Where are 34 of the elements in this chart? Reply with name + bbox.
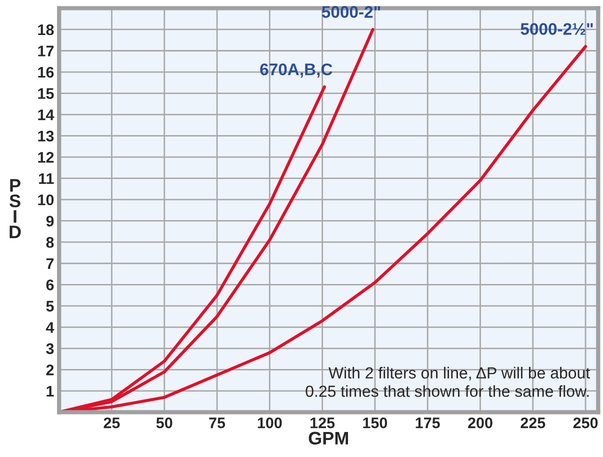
x-tick-label: 25 xyxy=(104,417,120,428)
y-tick-label: 12 xyxy=(38,152,54,163)
y-tick-label: 16 xyxy=(38,66,54,78)
y-tick-label: 14 xyxy=(38,110,54,120)
y-axis-title: PSID xyxy=(10,179,21,238)
y-tick-label: 1 xyxy=(46,386,54,396)
y-tick-label: 18 xyxy=(38,24,54,36)
y-tick-label: 4 xyxy=(46,322,54,333)
x-axis-title: GPM xyxy=(308,432,348,445)
y-tick-label: 17 xyxy=(38,46,54,56)
y-tick-label: 6 xyxy=(46,280,54,290)
y-tick-label: 3 xyxy=(46,343,54,354)
y-tick-label: 15 xyxy=(38,88,54,99)
series-label: 670A,B,C xyxy=(260,63,332,78)
x-tick-label: 200 xyxy=(468,417,492,428)
y-tick-label: 8 xyxy=(46,236,54,248)
x-tick-label: 225 xyxy=(520,417,546,428)
x-tick-label: 150 xyxy=(363,417,388,428)
y-tick-label: 7 xyxy=(46,258,54,269)
x-tick-label: 100 xyxy=(258,417,282,428)
y-tick-label: 5 xyxy=(46,300,54,312)
x-tick-label: 125 xyxy=(310,417,335,428)
x-tick-label: 175 xyxy=(416,418,440,428)
x-tick-label: 250 xyxy=(573,417,598,428)
series-label: 5000-2½" xyxy=(520,23,593,35)
y-tick-label: 11 xyxy=(39,173,54,184)
y-tick-label: 10 xyxy=(38,194,54,206)
x-tick-label: 50 xyxy=(156,417,172,428)
y-tick-label: 13 xyxy=(38,130,54,142)
y-tick-label: 9 xyxy=(46,216,54,227)
x-tick-label: 75 xyxy=(209,418,226,428)
annotation: With 2 filters on line, ΔP will be about 0.25 times that shown for the same flow. xyxy=(306,366,590,397)
y-tick-label: 2 xyxy=(46,364,54,376)
series-label: 5000-2" xyxy=(322,6,380,18)
